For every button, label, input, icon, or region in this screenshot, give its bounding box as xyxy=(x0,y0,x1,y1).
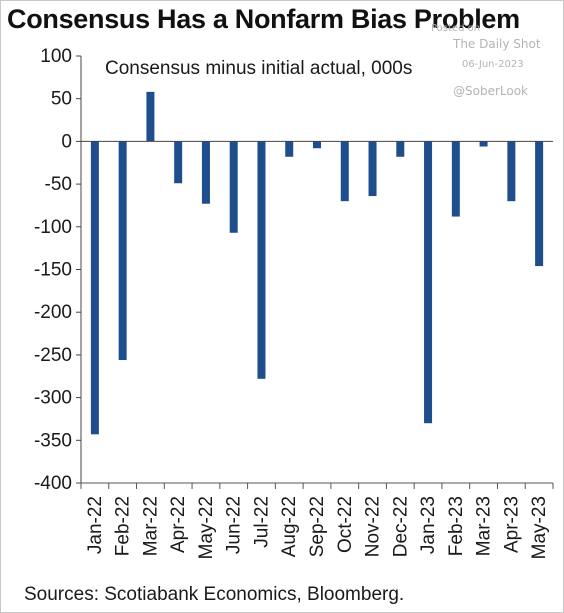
chart-subtitle: Consensus minus initial actual, 000s xyxy=(105,58,413,79)
bar-jan-23 xyxy=(424,141,433,424)
bar-oct-22 xyxy=(340,141,349,202)
x-tick-label: Apr-23 xyxy=(501,496,522,553)
y-tick-label: -150 xyxy=(34,260,72,281)
y-tick-label: -400 xyxy=(34,473,72,494)
y-tick-label: -300 xyxy=(34,388,72,409)
x-tick-label: Mar-22 xyxy=(140,496,161,556)
x-tick-label: Feb-22 xyxy=(113,496,134,556)
bar-nov-22 xyxy=(368,141,377,197)
bar-dec-22 xyxy=(396,141,405,157)
y-tick-label: -200 xyxy=(34,302,72,323)
bar-mar-23 xyxy=(479,141,488,147)
bar-jul-22 xyxy=(257,141,266,379)
y-tick-label: -50 xyxy=(45,174,72,195)
x-tick-label: Sep-22 xyxy=(307,496,328,557)
watermark-handle: @SoberLook xyxy=(453,84,528,98)
chart-title: Consensus Has a Nonfarm Bias Problem xyxy=(7,4,520,34)
y-tick-label: -350 xyxy=(34,430,72,451)
x-tick-label: Jun-22 xyxy=(224,496,245,554)
y-tick-label: -250 xyxy=(34,345,72,366)
y-tick-label: 100 xyxy=(40,46,72,67)
x-tick-label: Nov-22 xyxy=(363,496,384,557)
watermark-daily-shot: The Daily Shot xyxy=(453,37,541,51)
x-tick-label: Dec-22 xyxy=(390,496,411,557)
x-tick-label: Jan-23 xyxy=(418,496,439,554)
chart-source: Sources: Scotiabank Economics, Bloomberg… xyxy=(24,584,405,605)
watermark-date: 06-Jun-2023 xyxy=(462,59,524,70)
x-tick-label: Oct-22 xyxy=(335,496,356,553)
y-tick-label: 0 xyxy=(61,131,72,152)
bar-aug-22 xyxy=(285,141,294,157)
bar-may-22 xyxy=(201,141,210,204)
x-tick-label: Jul-22 xyxy=(251,496,272,548)
y-tick-label: -100 xyxy=(34,217,72,238)
bar-jun-22 xyxy=(229,141,238,233)
x-tick-label: Mar-23 xyxy=(474,496,495,556)
bar-mar-22 xyxy=(146,91,155,142)
x-tick-label: May-23 xyxy=(529,496,550,559)
bar-apr-23 xyxy=(507,141,516,202)
bar-may-23 xyxy=(535,141,544,267)
x-tick-label: Feb-23 xyxy=(446,496,467,556)
bar-feb-23 xyxy=(451,141,460,217)
bar-sep-22 xyxy=(313,141,321,149)
bar-feb-22 xyxy=(118,141,127,361)
y-tick-label: 50 xyxy=(51,89,72,110)
x-tick-label: May-22 xyxy=(196,496,217,559)
x-tick-label: Apr-22 xyxy=(168,496,189,553)
x-tick-label: Jan-22 xyxy=(85,496,106,554)
x-tick-label: Aug-22 xyxy=(279,496,300,557)
bar-jan-22 xyxy=(90,141,99,435)
watermark-posted-on: Posted on xyxy=(431,23,481,34)
bar-apr-22 xyxy=(174,141,183,184)
